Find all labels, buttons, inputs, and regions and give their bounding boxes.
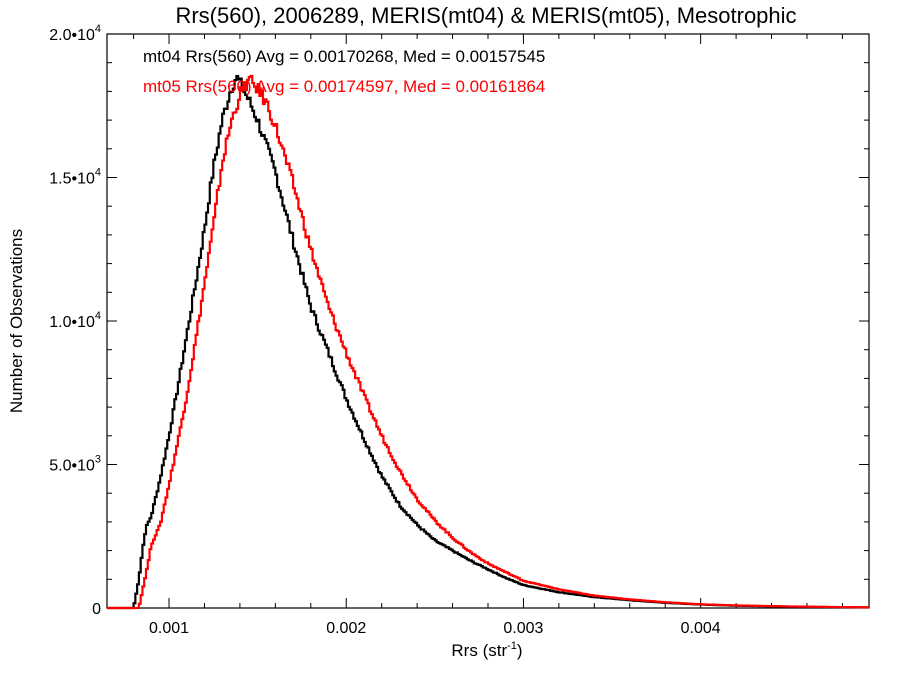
chart-title: Rrs(560), 2006289, MERIS(mt04) & MERIS(m…	[175, 3, 796, 28]
series-line-1	[107, 74, 869, 610]
y-tick-label-4: 2.0•104	[49, 23, 101, 44]
y-axis-label: Number of Observations	[7, 229, 26, 413]
y-tick-label-2: 1.0•104	[49, 310, 101, 331]
x-axis-label: Rrs (str-1)	[451, 640, 522, 660]
x-axis-label-main: Rrs (str	[451, 641, 507, 660]
x-axis-label-sup: -1	[507, 640, 517, 652]
annotation-mt04: mt04 Rrs(560) Avg = 0.00170268, Med = 0.…	[143, 47, 545, 66]
x-tick-label-1: 0.002	[326, 620, 366, 637]
y-tick-label-1: 5.0•103	[49, 454, 101, 475]
series-line-0	[107, 74, 869, 610]
annotation-mt05: mt05 Rrs(560) Avg = 0.00174597, Med = 0.…	[143, 77, 545, 96]
axis-ticks: 0.001 0.002 0.003 0.004 0 5.0•103 1.0•104 1.5•1…	[49, 23, 869, 637]
x-axis-label-close: )	[517, 641, 523, 660]
y-tick-label-3: 1.5•104	[49, 167, 101, 188]
y-tick-label-0: 0	[92, 601, 101, 618]
x-tick-label-0: 0.001	[149, 620, 189, 637]
x-tick-label-3: 0.004	[681, 620, 721, 637]
x-tick-label-2: 0.003	[503, 620, 543, 637]
series-layer	[107, 74, 869, 610]
